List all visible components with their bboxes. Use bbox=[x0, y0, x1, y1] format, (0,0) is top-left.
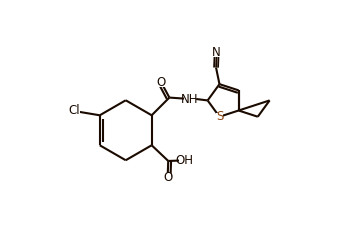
Bar bbox=[158, 79, 165, 87]
Bar bbox=[184, 94, 195, 104]
Text: O: O bbox=[163, 171, 172, 184]
Bar bbox=[178, 156, 191, 165]
Text: N: N bbox=[212, 46, 221, 59]
Text: OH: OH bbox=[176, 154, 194, 167]
Bar bbox=[164, 173, 171, 181]
Bar bbox=[216, 113, 223, 121]
Bar bbox=[68, 107, 80, 116]
Text: S: S bbox=[216, 110, 223, 123]
Bar bbox=[213, 49, 220, 57]
Text: NH: NH bbox=[181, 93, 199, 106]
Text: O: O bbox=[157, 76, 166, 89]
Text: Cl: Cl bbox=[68, 105, 80, 118]
